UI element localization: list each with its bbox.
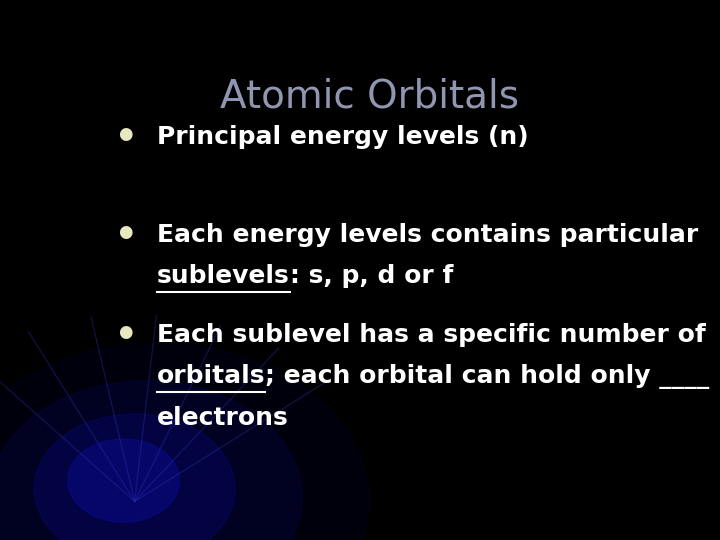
Text: ; each orbital can hold only ____: ; each orbital can hold only ____ xyxy=(266,364,710,389)
Text: orbitals: orbitals xyxy=(157,364,266,388)
Text: ●: ● xyxy=(118,322,132,341)
Circle shape xyxy=(68,439,179,522)
Text: Each sublevel has a specific number of: Each sublevel has a specific number of xyxy=(157,322,706,347)
Text: ●: ● xyxy=(118,125,132,143)
Text: sublevels: sublevels xyxy=(157,265,289,288)
Text: electrons: electrons xyxy=(157,406,289,430)
Text: Principal energy levels (n): Principal energy levels (n) xyxy=(157,125,528,149)
Circle shape xyxy=(34,414,235,540)
Text: Atomic Orbitals: Atomic Orbitals xyxy=(220,77,518,115)
Text: ●: ● xyxy=(118,223,132,241)
Circle shape xyxy=(0,343,369,540)
Circle shape xyxy=(0,381,302,540)
Text: Each energy levels contains particular: Each energy levels contains particular xyxy=(157,223,698,247)
Text: : s, p, d or f: : s, p, d or f xyxy=(289,265,453,288)
